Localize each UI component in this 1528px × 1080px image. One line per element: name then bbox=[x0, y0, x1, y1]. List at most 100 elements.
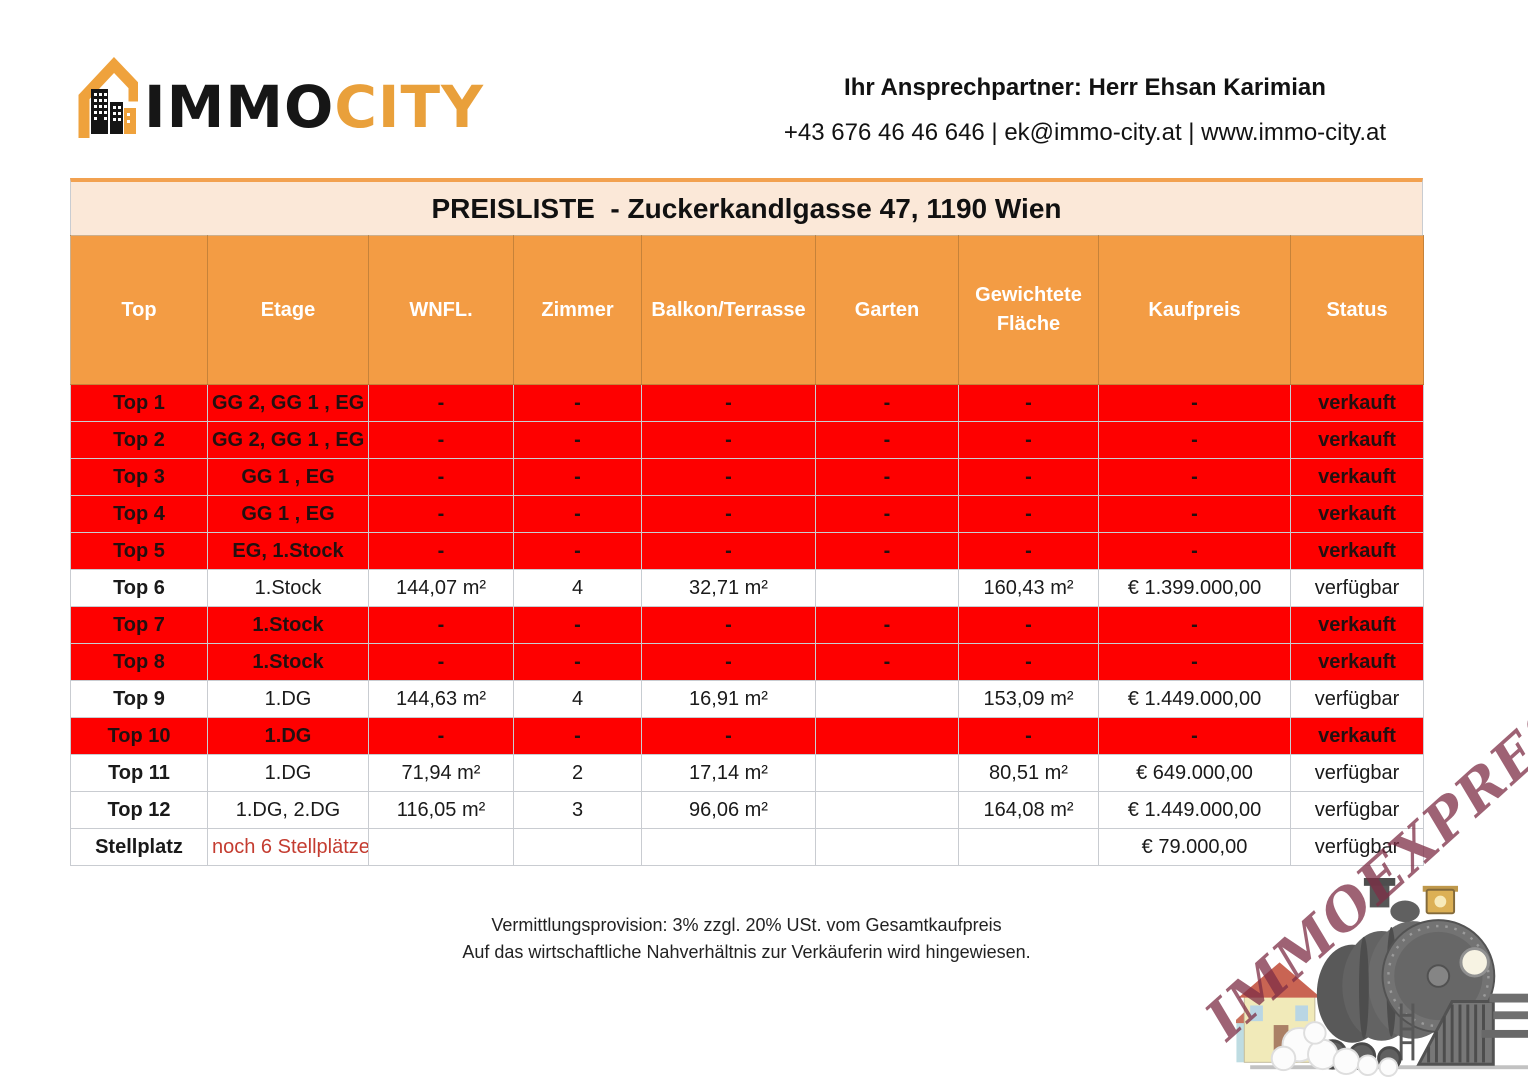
table-row: Top 11 1.DG 71,94 m² 2 17,14 m² 80,51 m²… bbox=[70, 754, 1424, 792]
table-cell: GG 1 , EG bbox=[207, 458, 369, 496]
col-header-balkon-terrasse: Balkon/Terrasse bbox=[641, 235, 816, 385]
table-cell: 164,08 m² bbox=[958, 791, 1099, 829]
table-cell: Top 11 bbox=[70, 754, 208, 792]
table-cell: - bbox=[1098, 495, 1291, 533]
table-cell: - bbox=[513, 384, 642, 422]
table-cell: verkauft bbox=[1290, 532, 1424, 570]
table-cell: Top 8 bbox=[70, 643, 208, 681]
table-cell: Top 7 bbox=[70, 606, 208, 644]
table-cell: € 1.449.000,00 bbox=[1098, 680, 1291, 718]
table-cell: - bbox=[815, 421, 959, 459]
table-cell: - bbox=[368, 384, 514, 422]
table-cell: 116,05 m² bbox=[368, 791, 514, 829]
immocity-logo: IMMOCITY bbox=[76, 52, 484, 138]
table-row: Top 4 GG 1 , EG - - - - - - verkauft bbox=[70, 495, 1424, 533]
table-cell: € 79.000,00 bbox=[1098, 828, 1291, 866]
table-cell: - bbox=[815, 643, 959, 681]
col-header-etage: Etage bbox=[207, 235, 369, 385]
price-table-body: Top 1 GG 2, GG 1 , EG - - - - - - verkau… bbox=[70, 384, 1424, 866]
col-header-wnfl: WNFL. bbox=[368, 235, 514, 385]
table-cell: 32,71 m² bbox=[641, 569, 816, 607]
table-row: Top 1 GG 2, GG 1 , EG - - - - - - verkau… bbox=[70, 384, 1424, 422]
table-cell: 3 bbox=[513, 791, 642, 829]
table-cell: GG 2, GG 1 , EG bbox=[207, 421, 369, 459]
table-cell: verfügbar bbox=[1290, 791, 1424, 829]
table-row: Top 7 1.Stock - - - - - - verkauft bbox=[70, 606, 1424, 644]
price-table: Top Etage WNFL. Zimmer Balkon/Terrasse G… bbox=[70, 235, 1424, 866]
table-cell bbox=[641, 828, 816, 866]
col-header-top: Top bbox=[70, 235, 208, 385]
table-cell: - bbox=[368, 643, 514, 681]
table-cell: 1.DG, 2.DG bbox=[207, 791, 369, 829]
table-cell bbox=[815, 791, 959, 829]
table-row: Top 3 GG 1 , EG - - - - - - verkauft bbox=[70, 458, 1424, 496]
table-cell: GG 2, GG 1 , EG bbox=[207, 384, 369, 422]
table-cell: Top 4 bbox=[70, 495, 208, 533]
table-cell: verfügbar bbox=[1290, 828, 1424, 866]
footer-notes: Vermittlungsprovision: 3% zzgl. 20% USt.… bbox=[70, 912, 1423, 966]
table-cell bbox=[815, 828, 959, 866]
table-cell: - bbox=[641, 717, 816, 755]
table-cell: - bbox=[641, 384, 816, 422]
table-cell: Top 12 bbox=[70, 791, 208, 829]
table-cell: - bbox=[958, 384, 1099, 422]
table-cell: verkauft bbox=[1290, 717, 1424, 755]
table-cell: - bbox=[513, 717, 642, 755]
table-row: Top 5 EG, 1.Stock - - - - - - verkauft bbox=[70, 532, 1424, 570]
table-cell: - bbox=[1098, 421, 1291, 459]
table-cell: verfügbar bbox=[1290, 754, 1424, 792]
contact-person: Ihr Ansprechpartner: Herr Ehsan Karimian bbox=[844, 74, 1326, 101]
table-cell: 96,06 m² bbox=[641, 791, 816, 829]
house-icon bbox=[78, 56, 138, 138]
table-row: Top 2 GG 2, GG 1 , EG - - - - - - verkau… bbox=[70, 421, 1424, 459]
table-cell: 4 bbox=[513, 569, 642, 607]
table-cell: - bbox=[1098, 384, 1291, 422]
table-cell: Top 3 bbox=[70, 458, 208, 496]
price-sheet: PREISLISTE - Zuckerkandlgasse 47, 1190 W… bbox=[70, 178, 1424, 866]
table-cell: - bbox=[513, 532, 642, 570]
table-cell: 144,63 m² bbox=[368, 680, 514, 718]
table-cell: - bbox=[958, 717, 1099, 755]
table-cell: verkauft bbox=[1290, 384, 1424, 422]
table-cell: verkauft bbox=[1290, 495, 1424, 533]
table-cell bbox=[958, 828, 1099, 866]
table-header-row: Top Etage WNFL. Zimmer Balkon/Terrasse G… bbox=[70, 235, 1424, 385]
col-header-zimmer: Zimmer bbox=[513, 235, 642, 385]
table-cell: Top 9 bbox=[70, 680, 208, 718]
table-cell: 1.Stock bbox=[207, 643, 369, 681]
table-cell: - bbox=[1098, 458, 1291, 496]
table-cell: - bbox=[815, 606, 959, 644]
table-cell: - bbox=[815, 495, 959, 533]
table-cell: - bbox=[641, 643, 816, 681]
table-row: Top 12 1.DG, 2.DG 116,05 m² 3 96,06 m² 1… bbox=[70, 791, 1424, 829]
table-cell: - bbox=[641, 532, 816, 570]
table-cell: - bbox=[641, 495, 816, 533]
table-cell: - bbox=[513, 643, 642, 681]
table-cell bbox=[815, 717, 959, 755]
table-row: Top 9 1.DG 144,63 m² 4 16,91 m² 153,09 m… bbox=[70, 680, 1424, 718]
table-cell: 1.Stock bbox=[207, 569, 369, 607]
table-cell: 16,91 m² bbox=[641, 680, 816, 718]
table-cell: - bbox=[368, 421, 514, 459]
table-cell: Top 6 bbox=[70, 569, 208, 607]
table-cell bbox=[815, 754, 959, 792]
table-cell: - bbox=[958, 606, 1099, 644]
table-cell: - bbox=[1098, 532, 1291, 570]
table-cell: 2 bbox=[513, 754, 642, 792]
table-cell: - bbox=[513, 458, 642, 496]
table-cell: € 1.449.000,00 bbox=[1098, 791, 1291, 829]
table-cell: verkauft bbox=[1290, 458, 1424, 496]
table-cell: 153,09 m² bbox=[958, 680, 1099, 718]
table-cell: - bbox=[368, 495, 514, 533]
table-cell: noch 6 Stellplätze bbox=[207, 828, 369, 866]
table-cell: GG 1 , EG bbox=[207, 495, 369, 533]
table-cell: verkauft bbox=[1290, 643, 1424, 681]
note-relationship: Auf das wirtschaftliche Nahverhältnis zu… bbox=[462, 942, 1031, 962]
table-cell: - bbox=[368, 717, 514, 755]
table-cell: - bbox=[641, 421, 816, 459]
table-cell: - bbox=[815, 532, 959, 570]
table-cell: - bbox=[1098, 717, 1291, 755]
table-cell bbox=[368, 828, 514, 866]
price-list-title: PREISLISTE - Zuckerkandlgasse 47, 1190 W… bbox=[70, 178, 1423, 235]
table-cell: 17,14 m² bbox=[641, 754, 816, 792]
